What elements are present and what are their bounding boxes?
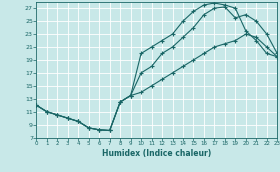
- X-axis label: Humidex (Indice chaleur): Humidex (Indice chaleur): [102, 149, 211, 158]
